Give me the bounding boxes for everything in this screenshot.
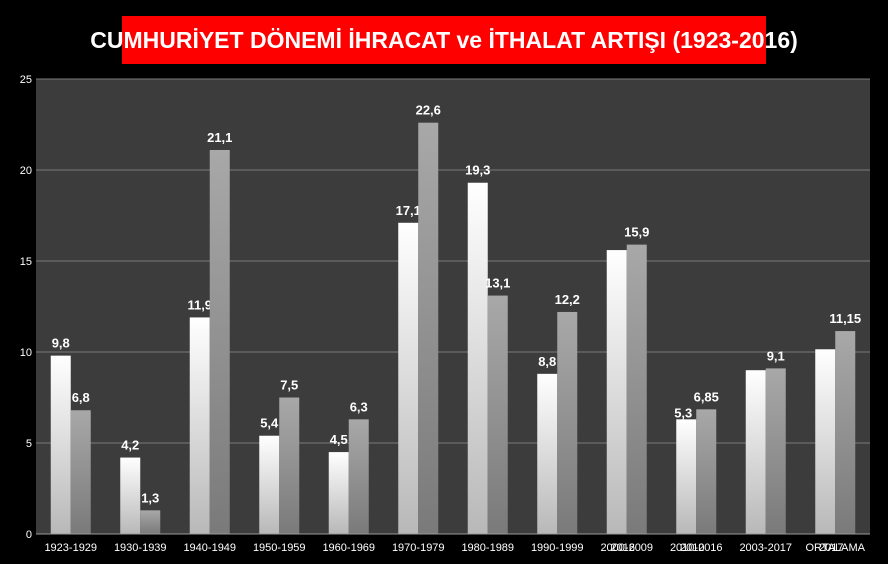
- data-label: 4,5: [330, 432, 348, 447]
- data-label: 11,9: [187, 297, 212, 312]
- data-label: 9,8: [52, 336, 70, 351]
- data-label: 6,8: [72, 390, 90, 405]
- y-tick-label: 0: [26, 529, 32, 541]
- x-tick-label: 2003-2017: [739, 542, 792, 554]
- data-label: 9,1: [767, 348, 785, 363]
- bar: [557, 311, 578, 534]
- x-tick-label: 1923-1929: [44, 542, 97, 554]
- x-tick-label: 2010-2016: [670, 542, 723, 554]
- bar: [676, 419, 697, 534]
- data-label: 22,6: [416, 103, 441, 118]
- bar: [765, 368, 786, 534]
- data-label: 7,5: [280, 378, 298, 393]
- bar: [209, 149, 230, 535]
- y-tick-label: 10: [20, 347, 32, 359]
- x-tick-label: 1930-1939: [114, 542, 167, 554]
- bar: [348, 419, 369, 534]
- bar: [696, 409, 717, 534]
- bar: [467, 182, 488, 535]
- x-tick-label: 1950-1959: [253, 542, 306, 554]
- bar: [120, 457, 141, 534]
- bar: [487, 295, 508, 534]
- bar: [418, 122, 439, 535]
- bar: [279, 397, 300, 534]
- data-label: 12,2: [555, 292, 580, 307]
- bar: [745, 370, 766, 534]
- x-tick-label: 1990-1999: [531, 542, 584, 554]
- bar: [259, 435, 280, 534]
- x-tick-label-overlap: 2016: [611, 542, 635, 554]
- bar: [328, 452, 349, 534]
- x-tick-label: 2000-2009: [600, 542, 653, 554]
- chart-title-banner: CUMHURİYET DÖNEMİ İHRACAT ve İTHALAT ART…: [90, 16, 798, 64]
- bar: [50, 355, 71, 534]
- y-tick-label: 5: [26, 438, 32, 450]
- y-tick-label: 25: [20, 74, 32, 86]
- x-tick-label: ORTALAMA: [806, 542, 866, 554]
- x-tick-label: 1940-1949: [183, 542, 236, 554]
- y-tick-label: 15: [20, 256, 32, 268]
- data-label: 4,2: [121, 438, 139, 453]
- data-label: 11,15: [829, 311, 861, 326]
- data-label: 5,4: [260, 416, 279, 431]
- bar: [70, 410, 91, 534]
- bar: [398, 222, 419, 534]
- x-tick-label: 1980-1989: [461, 542, 514, 554]
- bar: [815, 349, 836, 534]
- bar: [835, 331, 856, 534]
- data-label: 5,3: [674, 405, 692, 420]
- bar: [626, 244, 647, 534]
- data-label: 19,3: [465, 163, 490, 178]
- bar: [606, 250, 627, 534]
- data-label: 17,1: [396, 203, 421, 218]
- data-label: 8,8: [538, 354, 556, 369]
- data-label: 1,3: [141, 490, 159, 505]
- x-tick-label: 1970-1979: [392, 542, 445, 554]
- data-label: 21,1: [207, 130, 232, 145]
- x-tick-label-overlap: 2017: [819, 542, 843, 554]
- x-tick-label: 1960-1969: [322, 542, 375, 554]
- y-tick-label: 20: [20, 165, 32, 177]
- bar: [537, 373, 558, 534]
- data-label: 15,9: [624, 225, 649, 240]
- plot-area: [36, 79, 870, 534]
- data-label: 6,85: [694, 389, 719, 404]
- bar: [189, 317, 210, 534]
- data-label: 6,3: [350, 399, 368, 414]
- bar: [140, 510, 161, 534]
- data-label: 13,1: [485, 276, 510, 291]
- x-tick-label-overlap: 2010: [680, 542, 704, 554]
- chart-title: CUMHURİYET DÖNEMİ İHRACAT ve İTHALAT ART…: [90, 26, 798, 53]
